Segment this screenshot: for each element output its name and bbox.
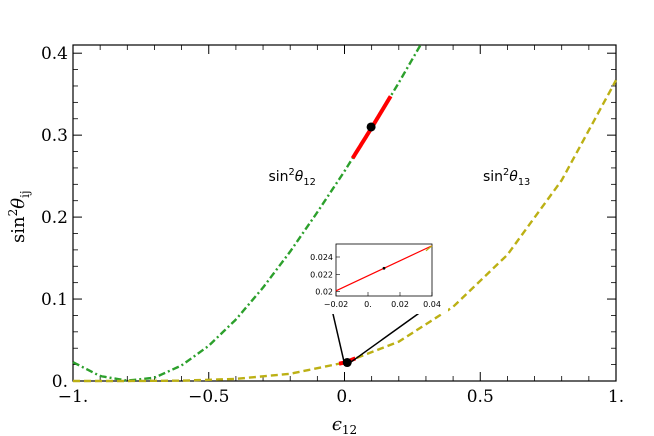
y-tick-label: 0.1 bbox=[41, 290, 68, 310]
series-2-point bbox=[342, 358, 352, 368]
x-tick-label: −0.5 bbox=[188, 387, 229, 407]
x-tick-label: 0. bbox=[336, 387, 352, 407]
inset-point bbox=[382, 266, 386, 270]
inset-frame bbox=[335, 243, 433, 297]
inset-x-tick-label: 0.02 bbox=[391, 300, 409, 309]
annotation-2: sin2θ13 bbox=[483, 167, 530, 188]
x-tick-label: 0.5 bbox=[467, 387, 494, 407]
y-axis-title: sin2θij bbox=[6, 190, 32, 243]
x-axis-title: ϵ12 bbox=[332, 414, 357, 436]
plot-frame bbox=[72, 44, 617, 382]
series-2-line bbox=[73, 79, 618, 383]
inset-background bbox=[308, 240, 448, 314]
annotation-1: sin2θ12 bbox=[268, 167, 315, 188]
x-tick-label: −1. bbox=[58, 387, 88, 407]
series-1-point bbox=[366, 122, 376, 132]
y-tick-label: 0.3 bbox=[41, 126, 68, 146]
y-tick-label: 0.2 bbox=[41, 208, 68, 228]
inset-x-tick-label: 0. bbox=[364, 300, 372, 309]
inset-x-tick-label: −0.02 bbox=[324, 300, 349, 309]
inset-y-tick-label: 0.024 bbox=[310, 253, 333, 262]
inset-y-tick-label: 0.022 bbox=[310, 270, 333, 279]
y-tick-label: 0. bbox=[52, 372, 68, 392]
y-tick-label: 0.4 bbox=[41, 44, 68, 64]
inset-x-tick-label: 0.04 bbox=[423, 300, 441, 309]
series-1-line bbox=[72, 44, 422, 382]
inset-y-tick-label: 0.02 bbox=[315, 288, 333, 297]
inset-line-end bbox=[425, 245, 433, 252]
x-tick-label: 1. bbox=[608, 387, 624, 407]
